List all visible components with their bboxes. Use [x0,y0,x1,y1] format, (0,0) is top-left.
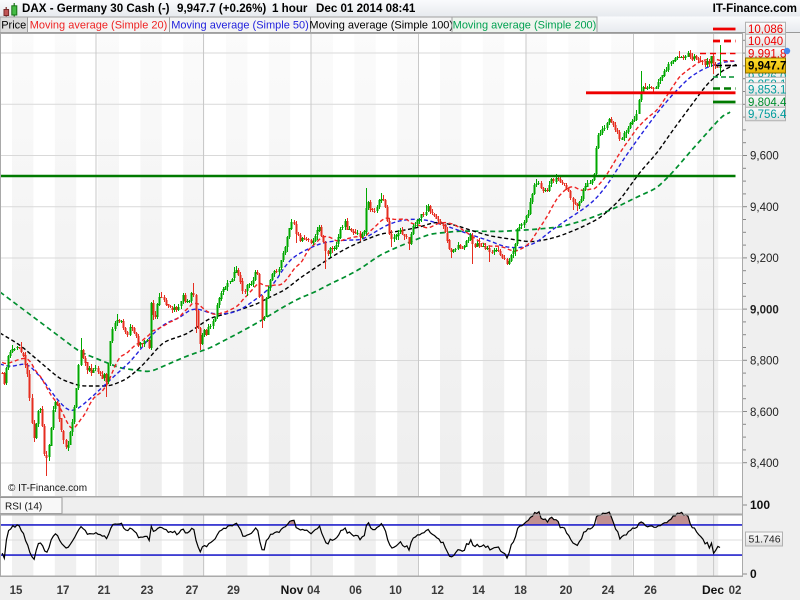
svg-text:23: 23 [141,585,154,597]
svg-text:RSI (14): RSI (14) [5,502,42,513]
svg-text:Moving average (Simple 20): Moving average (Simple 20) [30,20,168,32]
svg-text:20: 20 [560,585,573,597]
svg-text:9,200: 9,200 [750,253,779,265]
svg-text:Nov: Nov [281,583,304,597]
svg-text:17: 17 [57,585,70,597]
svg-text:Price: Price [1,20,26,32]
svg-text:9,947.7 (+0.26%): 9,947.7 (+0.26%) [177,2,266,15]
svg-text:51.746: 51.746 [749,534,781,546]
svg-text:Dec: Dec [702,583,724,597]
svg-text:DAX - Germany 30 Cash (-): DAX - Germany 30 Cash (-) [22,2,170,15]
svg-text:8,800: 8,800 [750,356,779,368]
svg-text:9,804.4: 9,804.4 [748,97,787,109]
svg-text:18: 18 [514,585,527,597]
svg-text:12: 12 [431,585,444,597]
svg-text:© IT-Finance.com: © IT-Finance.com [8,483,87,494]
svg-text:9,000: 9,000 [750,304,779,316]
svg-text:27: 27 [186,585,199,597]
svg-text:24: 24 [602,585,615,597]
svg-text:100: 100 [750,498,770,512]
svg-text:9,400: 9,400 [750,202,779,214]
svg-text:06: 06 [349,585,362,597]
svg-text:0: 0 [750,567,757,581]
svg-text:Dec 01 2014 08:41: Dec 01 2014 08:41 [316,2,416,15]
svg-text:Moving average (Simple 100): Moving average (Simple 100) [309,20,453,32]
svg-text:10: 10 [389,585,402,597]
svg-text:26: 26 [644,585,657,597]
svg-text:21: 21 [98,585,111,597]
svg-text:10,086: 10,086 [748,24,783,36]
svg-text:04: 04 [307,585,320,597]
svg-text:29: 29 [227,585,240,597]
svg-text:10,040: 10,040 [748,36,783,48]
svg-text:Moving average (Simple 50): Moving average (Simple 50) [171,20,309,32]
svg-text:8,400: 8,400 [750,458,779,470]
svg-text:9,600: 9,600 [750,151,779,163]
svg-text:9,947.7: 9,947.7 [748,61,786,73]
svg-text:8,600: 8,600 [750,407,779,419]
svg-text:9,756.4: 9,756.4 [748,109,787,121]
svg-text:9,853.1: 9,853.1 [748,85,786,97]
svg-text:02: 02 [729,585,742,597]
svg-text:14: 14 [472,585,485,597]
svg-text:1 hour: 1 hour [272,2,308,15]
svg-text:Moving average (Simple 200): Moving average (Simple 200) [453,20,597,32]
svg-text:IT-Finance.com: IT-Finance.com [713,2,797,15]
svg-text:15: 15 [10,585,23,597]
